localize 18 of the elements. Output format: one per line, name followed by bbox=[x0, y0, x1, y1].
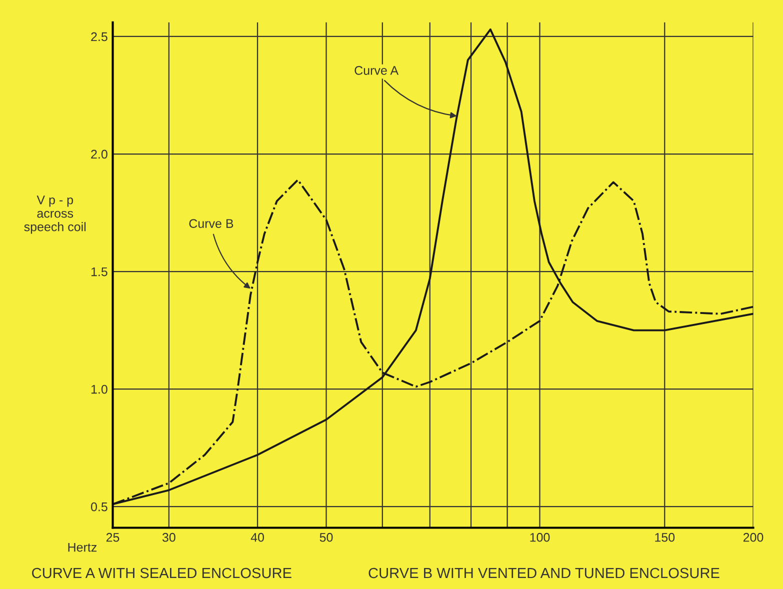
y-tick-label: 1.5 bbox=[91, 267, 108, 276]
text: CURVE B WITH VENTED AND TUNED ENCLOSURE bbox=[368, 568, 720, 578]
x-tick-label: 30 bbox=[162, 532, 176, 542]
y-tick-label: 2.5 bbox=[91, 32, 108, 42]
x-tick-label: 50 bbox=[320, 532, 333, 542]
annotation: Curve B bbox=[189, 219, 234, 228]
x-tick-label: 40 bbox=[250, 532, 264, 542]
x-axis-title: Hertz bbox=[68, 542, 97, 552]
y-tick-label: 1.0 bbox=[91, 384, 108, 394]
text: CURVE A WITH SEALED ENCLOSURE bbox=[32, 568, 292, 578]
x-tick-label: 100 bbox=[530, 532, 550, 542]
x-tick-label: 25 bbox=[106, 532, 120, 542]
x-tick-label: 200 bbox=[743, 532, 764, 542]
y-axis-title: V p - p across speech coil bbox=[24, 196, 86, 234]
y-tick-label: 0.5 bbox=[91, 502, 108, 512]
x-tick-label: 150 bbox=[655, 532, 675, 542]
y-tick-label: 2.0 bbox=[91, 150, 108, 159]
annotation: Curve A bbox=[354, 66, 399, 75]
